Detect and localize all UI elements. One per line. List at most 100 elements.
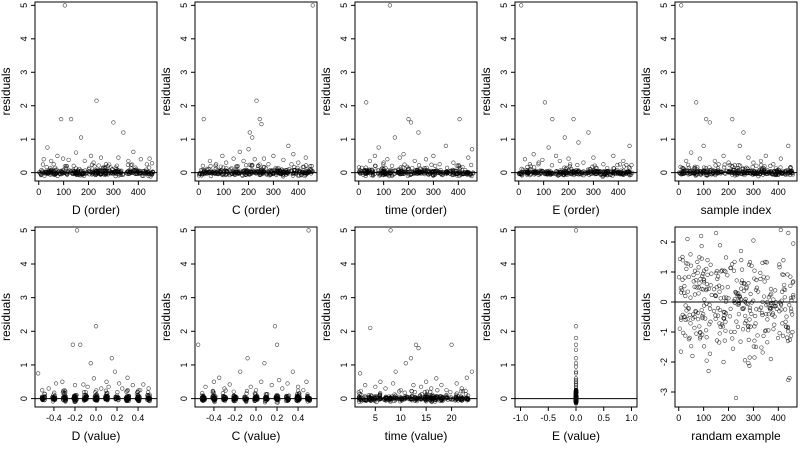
y-tick-label: 2 [339, 329, 349, 334]
residual-point [760, 260, 765, 265]
residual-point [702, 303, 707, 308]
residual-point [562, 135, 567, 140]
plot-frame [354, 226, 478, 408]
residual-point [389, 172, 394, 177]
x-tick-label: 5 [373, 413, 378, 423]
residual-point [739, 258, 744, 263]
residual-point [725, 273, 730, 278]
residual-point [368, 325, 373, 331]
residual-point [549, 171, 554, 176]
residual-point [734, 319, 739, 324]
residual-point [558, 172, 563, 177]
residual-point [539, 168, 544, 173]
residual-point [722, 165, 727, 170]
residual-point [692, 171, 697, 176]
residual-point [217, 375, 222, 380]
residual-point [558, 170, 563, 175]
y-tick-label: 5 [19, 228, 29, 233]
residual-point [362, 167, 367, 173]
residual-point [212, 170, 217, 176]
residual-point [573, 228, 579, 233]
residual-point [736, 312, 742, 317]
residual-point [86, 166, 91, 172]
residual-point [286, 143, 291, 148]
residual-point [765, 275, 770, 280]
residual-point [211, 379, 217, 384]
residual-point [38, 170, 43, 175]
residual-point [747, 260, 753, 265]
x-tick-label: 100 [696, 187, 711, 197]
residual-point [738, 163, 743, 168]
residual-point [764, 312, 769, 317]
residual-point [751, 238, 756, 243]
residual-panel-9: -1.0 -0.5 0.0 0.5 1.0 0 1 2 3 4 5 E (value) residual… [479, 226, 638, 443]
residual-point [304, 379, 309, 384]
residual-point [695, 259, 700, 264]
x-tick-label: 0 [36, 187, 41, 197]
residual-point [403, 361, 408, 366]
residual-point [252, 157, 257, 162]
residual-point [738, 248, 744, 254]
residual-point [522, 157, 528, 162]
residual-point [458, 165, 463, 170]
residual-point [138, 157, 143, 162]
residual-point [220, 153, 225, 159]
residual-point [630, 170, 635, 175]
residual-point [310, 3, 315, 8]
residual-point [761, 333, 766, 339]
residual-point [690, 353, 695, 359]
residual-point [729, 168, 734, 173]
residual-point [721, 295, 727, 300]
residual-point [225, 171, 230, 176]
residual-point [378, 379, 383, 384]
residual-point [758, 305, 764, 310]
residual-point [762, 329, 768, 334]
residual-point [573, 347, 579, 352]
residual-point [758, 158, 763, 164]
residual-point [727, 314, 732, 319]
residual-point [238, 369, 243, 374]
residual-point [611, 166, 616, 171]
residual-point [754, 307, 759, 312]
residual-point [751, 344, 756, 349]
residual-point [749, 300, 754, 305]
residual-point [786, 377, 791, 383]
residual-point [747, 305, 753, 310]
residual-point [686, 162, 691, 168]
residual-point [747, 317, 752, 322]
residual-point [758, 276, 763, 282]
residual-point [785, 272, 790, 277]
residual-point [259, 379, 264, 384]
residual-point [708, 262, 713, 267]
residual-point [714, 285, 719, 290]
residual-point [573, 356, 579, 361]
residual-point [393, 395, 399, 400]
residual-point [228, 166, 233, 171]
y-tick-label: -2 [659, 358, 669, 366]
residual-point [536, 162, 541, 167]
residual-point [755, 333, 760, 338]
residual-point [746, 328, 751, 333]
residual-point [743, 166, 748, 171]
residual-point [684, 308, 689, 313]
residual-point [409, 389, 414, 394]
residual-point [200, 163, 205, 168]
residual-point [215, 167, 220, 172]
residual-point [706, 368, 711, 374]
residual-point [790, 329, 795, 335]
residual-point [627, 143, 632, 148]
residual-point [691, 168, 697, 174]
y-tick-label: 0 [179, 396, 189, 401]
residual-point [130, 383, 135, 388]
residual-point [742, 321, 748, 326]
residual-point [387, 396, 393, 401]
y-tick-label: -3 [659, 388, 669, 396]
residual-point [429, 396, 434, 401]
residual-point [615, 162, 620, 168]
residual-point [602, 169, 607, 175]
y-tick-label: 5 [659, 3, 669, 8]
residual-point [708, 283, 713, 288]
residual-point [773, 288, 778, 293]
residual-point [434, 376, 439, 381]
residual-point [452, 171, 457, 177]
